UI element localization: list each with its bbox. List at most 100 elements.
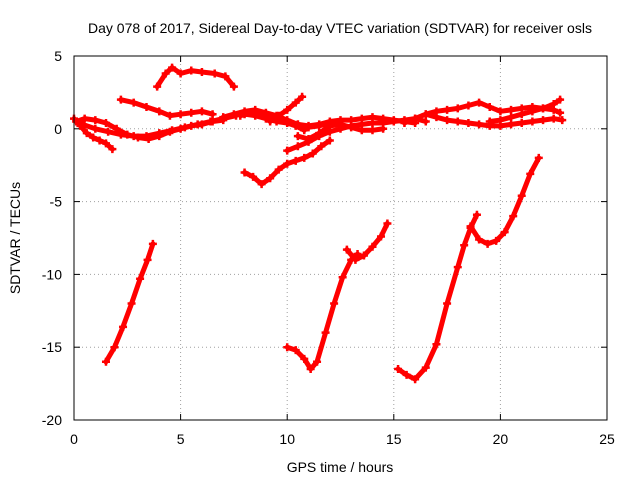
data-point	[187, 66, 196, 75]
data-point	[549, 100, 558, 109]
data-point	[526, 169, 535, 178]
data-point	[72, 117, 81, 126]
data-point	[240, 168, 249, 177]
data-point	[142, 132, 151, 141]
y-tick-label: -5	[50, 194, 63, 210]
data-point	[315, 132, 324, 141]
data-point	[485, 102, 494, 111]
data-point	[293, 142, 302, 151]
data-point	[368, 118, 377, 127]
data-point	[539, 116, 548, 125]
data-point	[127, 299, 136, 308]
x-tick-label: 15	[386, 431, 402, 447]
data-point	[240, 110, 249, 119]
data-point	[402, 370, 411, 379]
data-point	[161, 69, 170, 78]
x-tick-label: 0	[70, 431, 78, 447]
data-point	[197, 68, 206, 77]
data-point	[78, 120, 87, 129]
series-arc-14	[284, 251, 361, 372]
data-point	[492, 236, 501, 245]
data-point	[283, 105, 292, 114]
data-point	[464, 118, 473, 127]
data-point	[528, 117, 537, 126]
data-point	[168, 126, 177, 135]
data-point	[556, 95, 565, 104]
data-point	[460, 241, 469, 250]
data-point	[453, 104, 462, 113]
data-point	[143, 255, 152, 264]
data-point	[221, 72, 230, 81]
data-point	[517, 191, 526, 200]
data-point	[136, 274, 145, 283]
data-point	[283, 343, 292, 352]
data-point	[101, 139, 110, 148]
data-point	[338, 273, 347, 282]
y-tick-label: 5	[54, 48, 62, 64]
data-series	[70, 63, 567, 384]
data-point	[496, 116, 505, 125]
data-point	[165, 111, 174, 120]
data-point	[475, 98, 484, 107]
data-point	[142, 102, 151, 111]
data-point	[342, 245, 351, 254]
data-point	[229, 82, 238, 91]
data-point	[155, 107, 164, 116]
data-point	[317, 142, 326, 151]
data-point	[291, 98, 300, 107]
data-point	[534, 153, 543, 162]
data-point	[300, 354, 309, 363]
data-point	[210, 69, 219, 78]
data-point	[208, 110, 217, 119]
data-point	[507, 105, 516, 114]
data-point	[528, 107, 537, 116]
data-point	[483, 239, 492, 248]
data-point	[304, 121, 313, 130]
data-point	[261, 114, 270, 123]
data-point	[556, 108, 565, 117]
data-point	[421, 117, 430, 126]
data-point	[507, 113, 516, 122]
data-point	[509, 212, 518, 221]
data-point	[389, 117, 398, 126]
data-point	[325, 127, 334, 136]
data-point	[377, 232, 386, 241]
data-point	[91, 116, 100, 125]
data-point	[91, 124, 100, 133]
data-point	[421, 110, 430, 119]
data-point	[368, 126, 377, 135]
data-point	[308, 149, 317, 158]
data-point	[472, 210, 481, 219]
data-point	[257, 180, 266, 189]
data-point	[475, 120, 484, 129]
data-point	[453, 263, 462, 272]
data-point	[443, 299, 452, 308]
data-point	[116, 95, 125, 104]
data-point	[116, 130, 125, 139]
data-point	[517, 110, 526, 119]
data-point	[104, 127, 113, 136]
data-point	[549, 114, 558, 123]
data-point	[394, 365, 403, 374]
data-point	[421, 363, 430, 372]
data-point	[129, 132, 138, 141]
y-tick-label: -20	[42, 412, 62, 428]
data-point	[249, 172, 258, 181]
data-point	[321, 328, 330, 337]
data-point	[229, 110, 238, 119]
data-point	[148, 239, 157, 248]
data-point	[180, 123, 189, 132]
data-point	[558, 116, 567, 125]
data-point	[351, 255, 360, 264]
data-point	[517, 118, 526, 127]
data-point	[101, 118, 110, 127]
data-point	[129, 98, 138, 107]
data-point	[95, 136, 104, 145]
data-point	[336, 124, 345, 133]
data-point	[119, 322, 128, 331]
data-point	[80, 114, 89, 123]
x-tick-label: 25	[599, 431, 615, 447]
data-point	[283, 146, 292, 155]
x-tick-label: 5	[177, 431, 185, 447]
